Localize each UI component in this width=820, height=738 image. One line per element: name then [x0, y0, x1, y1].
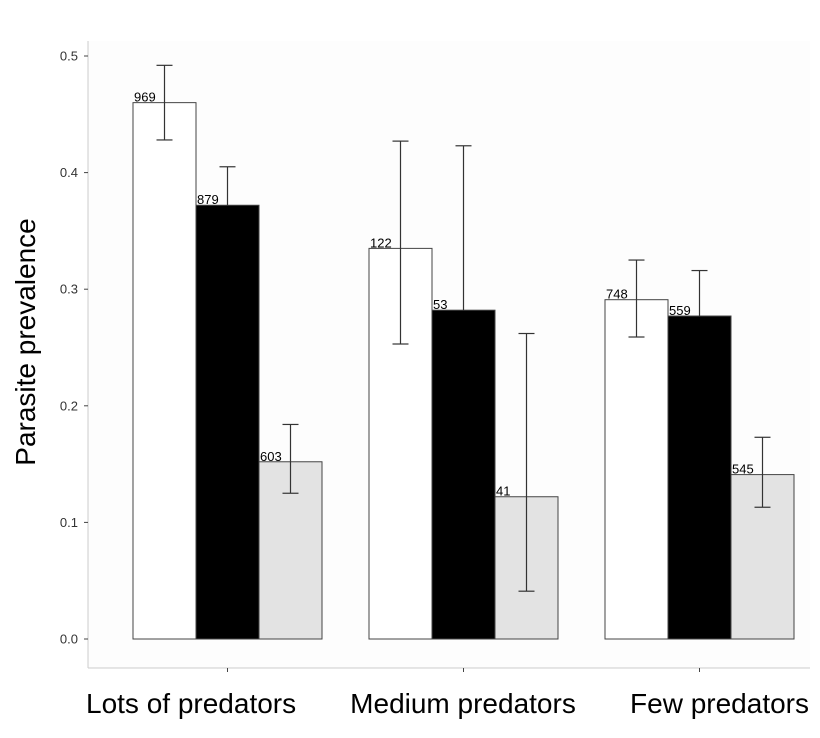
sample-size-label: 53	[433, 297, 447, 312]
y-tick-label: 0.3	[60, 282, 78, 297]
error-bar	[691, 269, 708, 317]
y-axis-ticks: 0.0 0.1 0.2 0.3 0.4 0.5	[60, 49, 88, 647]
sample-size-label: 559	[669, 303, 691, 318]
sample-size-label: 41	[496, 484, 510, 499]
sample-size-label: 879	[197, 192, 219, 207]
error-bar	[518, 332, 535, 592]
error-bars-layer	[156, 64, 771, 592]
category-label: Few predators	[630, 688, 809, 719]
error-bar	[628, 259, 645, 338]
error-bar	[754, 436, 771, 508]
category-label: Lots of predators	[86, 688, 296, 719]
error-bar	[219, 166, 236, 206]
sample-size-labels-layer: 969 122 748 879 53 559 603 41 545	[134, 90, 754, 499]
y-axis-title: Parasite prevalence	[10, 218, 41, 465]
bar	[604, 299, 669, 640]
y-tick-label: 0.0	[60, 632, 78, 647]
bars-layer	[132, 102, 795, 640]
y-tick-label: 0.1	[60, 515, 78, 530]
y-tick-label: 0.2	[60, 398, 78, 413]
category-labels: Lots of predators Medium predators Few pre…	[86, 688, 809, 719]
error-bar	[455, 145, 472, 311]
y-tick-label: 0.5	[60, 49, 78, 64]
y-tick-label: 0.4	[60, 165, 78, 180]
sample-size-label: 969	[134, 90, 156, 105]
bar	[667, 315, 732, 640]
bar	[132, 102, 197, 640]
bar	[195, 204, 260, 640]
category-label: Medium predators	[350, 688, 576, 719]
sample-size-label: 545	[732, 462, 754, 477]
error-bar	[392, 140, 409, 345]
error-bar	[282, 423, 299, 494]
bar	[431, 309, 496, 640]
error-bar	[156, 64, 173, 141]
sample-size-label: 748	[606, 287, 628, 302]
sample-size-label: 122	[370, 235, 392, 250]
x-axis-ticks	[227, 668, 700, 672]
sample-size-label: 603	[260, 449, 282, 464]
